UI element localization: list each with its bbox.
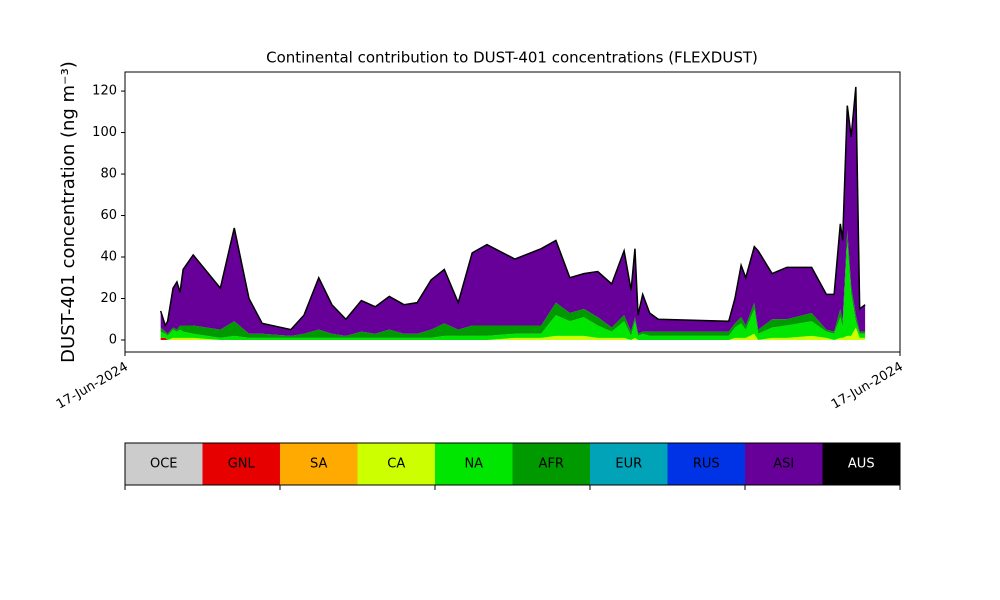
- y-tick-label: 120: [92, 84, 117, 99]
- chart-title: Continental contribution to DUST-401 con…: [266, 49, 758, 67]
- legend-label: AUS: [848, 457, 875, 472]
- y-tick-label: 60: [100, 208, 117, 223]
- legend-swatch: [667, 443, 745, 485]
- legend-swatch: [745, 443, 823, 485]
- stack-area: [160, 242, 866, 340]
- x-tick-label: 17-Jun-2024: [829, 360, 906, 413]
- legend-swatch: [590, 443, 668, 485]
- stack-area: [160, 327, 866, 340]
- y-tick-label: 0: [109, 332, 117, 347]
- legend-label: GNL: [228, 457, 256, 472]
- stack-area: [160, 86, 866, 336]
- y-tick-label: 20: [100, 291, 117, 306]
- y-tick-label: 40: [100, 250, 117, 265]
- legend-label: SA: [310, 457, 327, 472]
- y-axis-label: DUST-401 concentration (ng m⁻³): [58, 61, 79, 363]
- legend-label: RUS: [693, 457, 720, 472]
- legend-frame: [124, 442, 901, 486]
- x-tick-label: 17-Jun-2024: [54, 360, 131, 413]
- plot-frame: [124, 71, 901, 353]
- legend-swatch: [512, 443, 590, 485]
- legend-label: NA: [464, 457, 483, 472]
- legend-swatch: [202, 443, 280, 485]
- legend-label: OCE: [150, 457, 178, 472]
- legend-swatch: [357, 443, 435, 485]
- legend-swatch: [125, 443, 203, 485]
- legend-label: EUR: [615, 457, 642, 472]
- legend-swatch: [280, 443, 358, 485]
- legend-label: CA: [387, 457, 405, 472]
- legend-swatch: [435, 443, 513, 485]
- stack-area: [160, 230, 866, 338]
- total-outline: [159, 86, 866, 331]
- legend-label: ASI: [773, 457, 794, 472]
- y-tick-label: 100: [92, 125, 117, 140]
- legend-swatch: [822, 443, 900, 485]
- y-tick-label: 80: [100, 167, 117, 182]
- legend-label: AFR: [539, 457, 564, 472]
